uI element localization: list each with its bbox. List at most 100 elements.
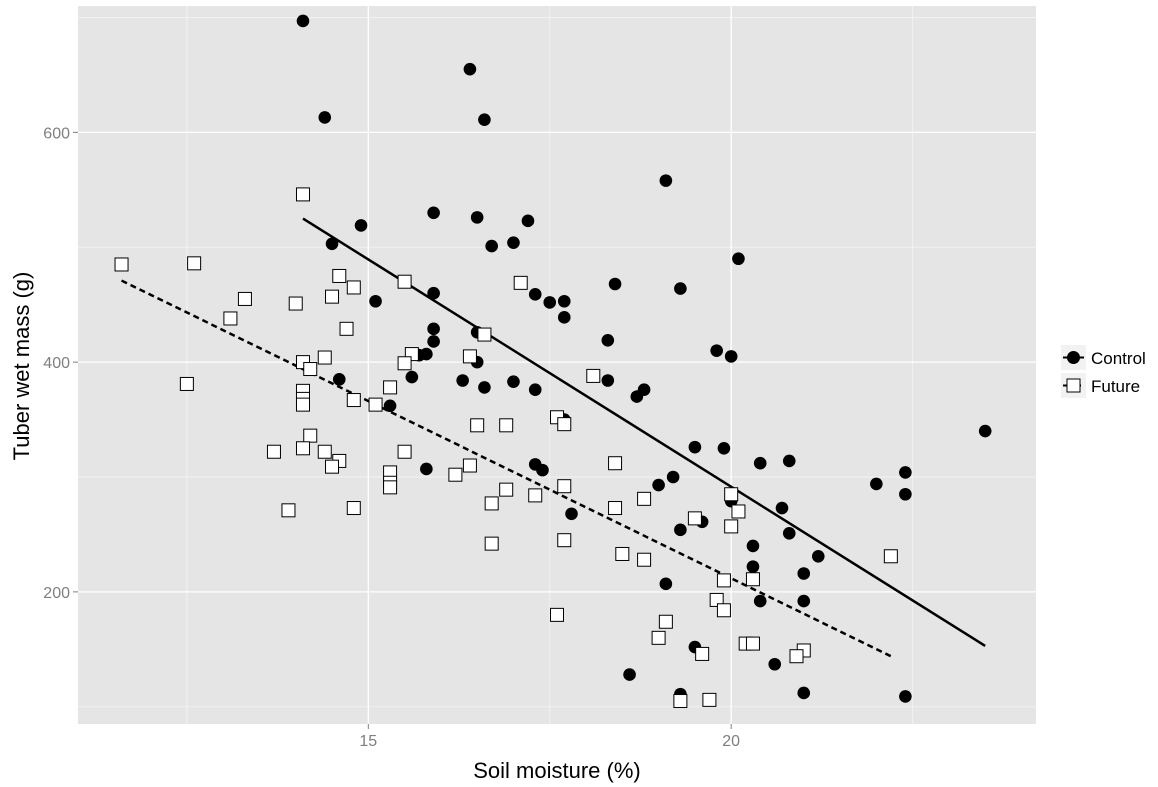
point-future <box>223 311 238 326</box>
x-axis-ticks: 15 20 <box>359 724 740 750</box>
point-future <box>383 480 398 495</box>
point-control <box>507 236 520 249</box>
point-future <box>702 692 717 707</box>
point-future <box>470 418 485 433</box>
point-future <box>687 511 702 526</box>
legend-key-control-marker <box>1067 351 1080 364</box>
point-control <box>797 567 811 580</box>
point-future <box>397 274 412 289</box>
point-control <box>775 501 789 515</box>
point-future <box>462 349 477 364</box>
legend-label-future: Future <box>1091 377 1140 396</box>
point-future <box>303 428 318 443</box>
point-control <box>746 539 760 553</box>
point-future <box>651 630 666 645</box>
point-future <box>513 275 528 290</box>
point-control <box>318 111 332 124</box>
point-control <box>623 668 636 681</box>
point-control <box>652 478 665 492</box>
point-future <box>637 491 652 506</box>
minor-gridlines <box>78 6 1036 724</box>
point-control <box>557 311 571 324</box>
point-future <box>303 362 318 377</box>
point-control <box>659 174 673 187</box>
point-control <box>688 440 702 454</box>
point-future <box>716 573 731 588</box>
point-control <box>470 211 484 224</box>
point-future <box>295 441 310 456</box>
point-future <box>339 321 354 336</box>
y-axis-title: Tuber wet mass (g) <box>9 272 34 461</box>
point-future <box>332 268 347 283</box>
point-control <box>521 214 535 228</box>
point-future <box>317 444 332 459</box>
point-future <box>673 694 688 709</box>
point-future <box>317 350 332 365</box>
point-control <box>666 470 680 484</box>
point-control <box>405 370 419 384</box>
point-future <box>724 519 739 534</box>
point-future <box>266 444 281 459</box>
point-future <box>658 614 673 629</box>
x-tick-label: 20 <box>722 733 740 750</box>
point-control <box>332 373 346 386</box>
point-future <box>883 549 898 564</box>
point-control <box>870 477 883 491</box>
point-control <box>543 296 557 309</box>
point-control <box>674 282 687 295</box>
point-control <box>427 206 440 220</box>
point-future <box>281 503 296 518</box>
x-axis-title: Soil moisture (%) <box>473 758 640 783</box>
point-future <box>695 646 710 661</box>
point-future <box>346 393 361 408</box>
point-future <box>295 397 310 412</box>
point-future <box>724 487 739 502</box>
trend-line-control <box>302 217 986 647</box>
point-future <box>615 546 630 561</box>
point-future <box>608 456 623 471</box>
trend-line-future <box>120 279 892 658</box>
point-future <box>499 482 514 497</box>
point-future <box>745 636 760 651</box>
trend-lines <box>120 217 986 658</box>
point-control <box>782 454 796 468</box>
point-control <box>753 456 767 470</box>
point-future <box>586 368 601 383</box>
legend: Control Future <box>1061 345 1146 398</box>
point-control <box>296 14 310 28</box>
point-control <box>601 334 615 347</box>
point-control <box>797 686 811 700</box>
point-control <box>659 577 673 591</box>
point-control <box>978 424 992 438</box>
point-control <box>768 657 782 671</box>
legend-key-future-marker <box>1066 378 1081 393</box>
point-future <box>114 257 129 272</box>
point-control <box>456 374 469 387</box>
point-control <box>674 523 687 537</box>
point-control <box>427 322 440 336</box>
point-future <box>499 418 514 433</box>
point-control <box>485 239 498 253</box>
point-control <box>463 62 477 76</box>
point-future <box>346 280 361 295</box>
point-future <box>368 397 383 412</box>
point-control <box>899 466 912 479</box>
point-future <box>179 376 194 391</box>
point-future <box>462 458 477 473</box>
point-future <box>716 603 731 618</box>
point-control <box>478 381 491 394</box>
point-future <box>448 467 463 482</box>
point-control <box>782 526 796 540</box>
y-axis-ticks: 200 400 600 <box>43 125 78 602</box>
point-future <box>484 496 499 511</box>
point-future <box>325 459 340 474</box>
point-control <box>637 383 651 396</box>
major-gridlines <box>78 6 1036 724</box>
point-control <box>536 463 549 477</box>
point-control <box>557 294 571 308</box>
point-future <box>745 572 760 587</box>
point-control <box>797 594 811 608</box>
point-control <box>427 286 440 300</box>
point-future <box>237 291 252 306</box>
